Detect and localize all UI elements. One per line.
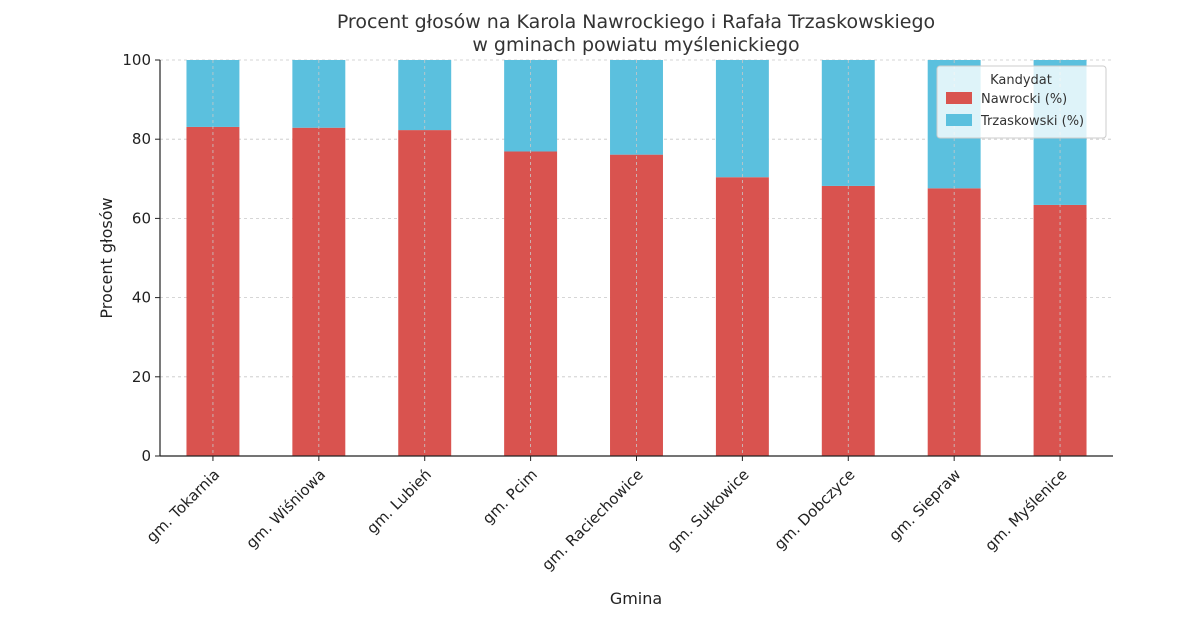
bar-nawrocki: [504, 151, 558, 456]
x-tick-label: gm. Tokarnia: [143, 466, 224, 547]
x-tick-label: gm. Myślenice: [981, 466, 1070, 555]
y-ticks: 0 20 40 60 80 100: [122, 51, 160, 465]
bar-nawrocki: [927, 188, 981, 456]
x-tick-label: gm. Sułkowice: [663, 466, 752, 555]
bar-trzaskowski: [504, 60, 558, 152]
y-axis-label: Procent głosów: [97, 197, 116, 318]
legend-entry-label: Trzaskowski (%): [980, 114, 1084, 129]
x-axis-label: Gmina: [610, 589, 662, 608]
legend-title: Kandydat: [990, 73, 1052, 88]
y-tick-label: 40: [132, 289, 151, 307]
x-tick-label: gm. Wiśniowa: [242, 466, 329, 553]
legend: Kandydat Nawrocki (%) Trzaskowski (%): [936, 65, 1107, 139]
legend-entry-label: Nawrocki (%): [981, 92, 1067, 107]
chart-title-line-1: Procent głosów na Karola Nawrockiego i R…: [337, 11, 935, 33]
y-tick-label: 20: [132, 368, 151, 386]
x-tick-label: gm. Raciechowice: [538, 466, 647, 575]
x-tick-label: gm. Lubień: [363, 466, 435, 538]
bar-nawrocki: [398, 130, 452, 457]
bar-trzaskowski: [715, 60, 769, 178]
y-tick-label: 0: [141, 447, 151, 465]
y-tick-label: 80: [132, 130, 151, 148]
x-tick-label: gm. Pcim: [479, 466, 541, 528]
x-tick-label: gm. Siepraw: [885, 466, 964, 545]
legend-swatch: [946, 114, 972, 126]
bar-trzaskowski: [292, 60, 346, 128]
legend-box: [936, 65, 1107, 139]
bar-trzaskowski: [398, 60, 452, 131]
x-ticks: gm. Tokarnia gm. Wiśniowa gm. Lubień gm. Pc…: [143, 456, 1070, 575]
y-tick-label: 100: [122, 51, 151, 69]
legend-swatch: [946, 92, 972, 104]
chart-title-line-2: w gminach powiatu myślenickiego: [472, 34, 799, 56]
y-tick-label: 60: [132, 209, 151, 227]
x-tick-label: gm. Dobczyce: [771, 466, 859, 554]
